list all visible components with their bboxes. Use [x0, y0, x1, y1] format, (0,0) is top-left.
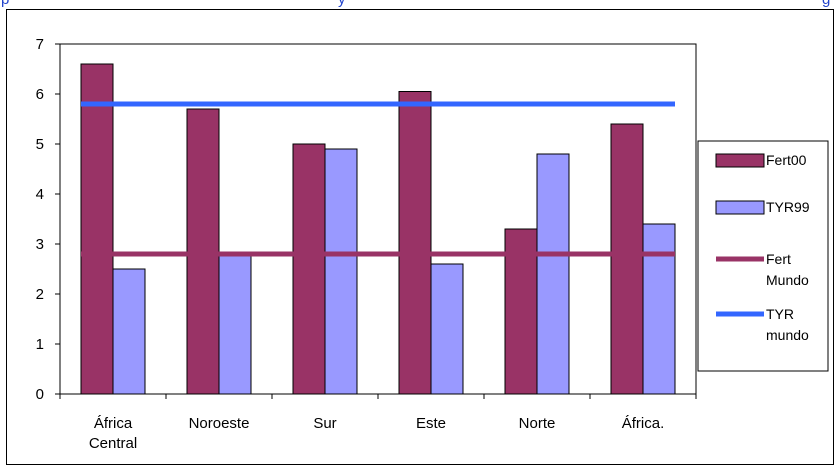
legend-label-tyr99: TYR99 — [766, 199, 810, 215]
y-tick-label: 2 — [36, 286, 44, 303]
reference-lines — [81, 101, 675, 257]
x-axis-labels: África Central Noroeste Sur Este Norte África. — [89, 415, 664, 452]
x-category-label: África. — [622, 415, 665, 432]
bar-fert00-3 — [398, 91, 432, 395]
y-tick-label: 5 — [36, 136, 44, 153]
x-category-label: África — [94, 415, 133, 432]
legend-label-fert00: Fert00 — [766, 152, 807, 168]
bar-tyr99-4 — [536, 153, 570, 395]
legend-swatch-fert00 — [715, 153, 765, 168]
bar-tyr99-3 — [430, 263, 464, 395]
legend-line-label-0: Mundo — [766, 272, 809, 288]
bar-fert00-2 — [292, 143, 326, 395]
x-category-label: Este — [416, 415, 446, 432]
legend-line-label-0: Fert — [766, 251, 791, 267]
x-category-label: Central — [89, 435, 137, 452]
bar-tyr99-5 — [642, 223, 676, 395]
y-tick-label: 4 — [36, 186, 44, 203]
y-tick-label: 7 — [36, 36, 44, 53]
legend-line-label-1: TYR — [766, 306, 794, 322]
top-strip-right-text: g — [822, 0, 830, 8]
y-tick-label: 6 — [36, 86, 44, 103]
x-category-label: Noroeste — [189, 415, 250, 432]
legend: Fert00 TYR99 Fert Mundo TYR mundo — [697, 140, 829, 372]
y-tick-label: 1 — [36, 336, 44, 353]
bar-tyr99-1 — [218, 253, 252, 395]
legend-line-label-1: mundo — [766, 327, 809, 343]
bars — [80, 63, 676, 395]
y-tick-label: 0 — [36, 386, 44, 403]
bar-tyr99-0 — [112, 268, 146, 395]
legend-box — [697, 140, 829, 372]
legend-swatch-tyr99 — [715, 200, 765, 215]
top-strip-mid-text: y — [338, 0, 346, 8]
axis-ticks: 0 1 2 3 4 5 6 7 — [36, 36, 697, 403]
y-tick-label: 3 — [36, 236, 44, 253]
x-category-label: Sur — [313, 415, 336, 432]
bar-fert00-5 — [610, 123, 644, 395]
plot-area — [59, 43, 697, 395]
bar-tyr99-2 — [324, 148, 358, 395]
top-strip-left-text: p — [1, 0, 9, 8]
bar-fert00-0 — [80, 63, 114, 395]
x-category-label: Norte — [519, 415, 556, 432]
top-strip: p y g — [0, 0, 838, 8]
